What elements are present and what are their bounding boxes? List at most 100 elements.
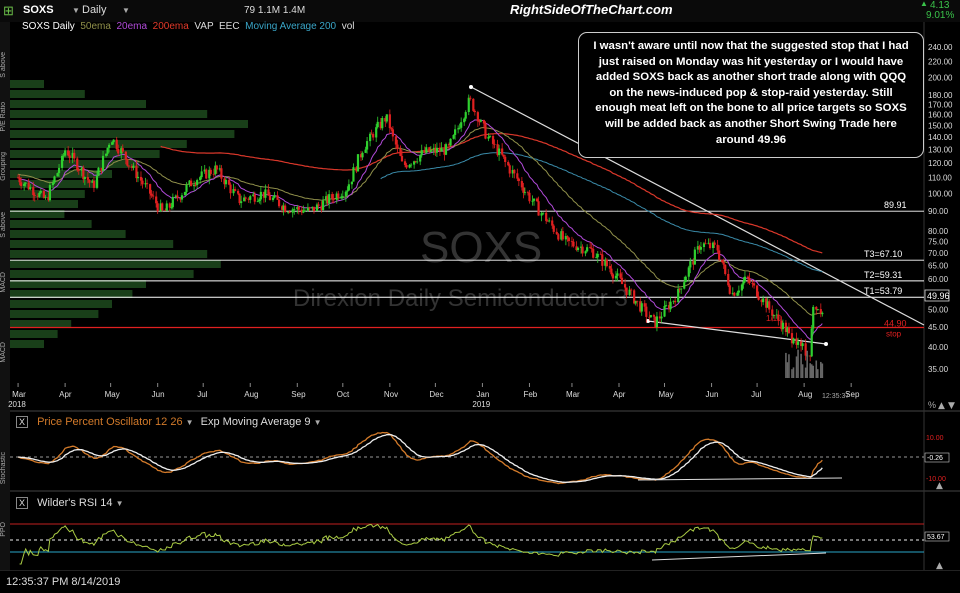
volume-bar — [800, 353, 802, 378]
candle-body — [145, 183, 149, 185]
candle-body — [546, 220, 549, 222]
candle-body — [683, 282, 686, 289]
candle-body — [488, 136, 492, 137]
candle-body — [399, 148, 402, 156]
period-label[interactable]: Daily — [82, 4, 107, 16]
legend-item[interactable]: 50ema — [80, 21, 111, 32]
rsi-trendline[interactable] — [651, 552, 827, 561]
legend-item[interactable]: 20ema — [116, 21, 148, 32]
candle-body — [564, 235, 567, 240]
chevron-down-icon[interactable]: ▼ — [185, 418, 194, 427]
chevron-down-icon[interactable]: ▼ — [313, 418, 322, 427]
trendline-handle[interactable] — [824, 342, 828, 346]
candle-body — [640, 303, 643, 312]
candle-body — [570, 241, 574, 242]
ema-title[interactable]: Exp Moving Average 9 — [200, 416, 311, 428]
symbol-label[interactable]: SOXS — [23, 4, 54, 16]
candle-body — [819, 309, 822, 315]
candle-body — [77, 170, 80, 171]
legend-item[interactable]: 200ema — [152, 21, 189, 32]
candle-body — [801, 343, 804, 347]
candle-body — [51, 182, 55, 186]
candle-body — [144, 183, 147, 185]
rsi-title[interactable]: Wilder's RSI 14 — [37, 497, 113, 509]
candle-body — [604, 259, 607, 266]
ppo-trendline[interactable] — [637, 477, 843, 481]
candle-body — [297, 207, 300, 210]
candle-body — [804, 343, 807, 356]
vap-bar — [10, 140, 187, 148]
candle-body — [652, 315, 655, 317]
close-icon[interactable]: X — [16, 416, 29, 428]
candle-body — [83, 177, 86, 180]
volume-bar — [804, 367, 807, 378]
candle-body — [346, 190, 349, 192]
candle-body — [408, 165, 411, 168]
close-icon[interactable]: X — [16, 497, 29, 509]
volume-bar — [788, 354, 790, 378]
x-tick-label: Jan — [476, 390, 489, 399]
annotation-callout: I wasn't aware until now that the sugges… — [578, 32, 924, 158]
up-arrow-icon: ▲ — [920, 0, 928, 8]
chevron-down-icon[interactable]: ▼ — [948, 401, 955, 411]
candle-body — [306, 207, 310, 211]
candle-body — [669, 301, 672, 310]
trendline-handle[interactable] — [469, 85, 473, 89]
candle-body — [713, 242, 716, 245]
trendline-resistance[interactable] — [470, 86, 925, 326]
vap-bar — [10, 270, 194, 278]
left-sidebar[interactable]: S above P/E Ratio Grouping S above MACD … — [0, 22, 10, 570]
ppo-title[interactable]: Price Percent Oscillator 12 26 — [37, 416, 183, 428]
percent-toggle[interactable]: % — [928, 400, 936, 410]
candle-body — [347, 184, 350, 191]
candle-body — [511, 169, 514, 174]
chevron-down-icon[interactable]: ▼ — [122, 6, 130, 15]
candle-body — [643, 303, 646, 307]
candle-body — [32, 187, 35, 195]
candle-body — [237, 190, 240, 194]
candle-body — [361, 152, 364, 158]
candle-body — [680, 288, 683, 290]
x-axis: Mar Apr May Jun Jul Aug Sep Oct Nov Dec Jan Feb Mar A… — [8, 383, 860, 409]
candle-body — [605, 259, 608, 267]
chevron-up-icon[interactable]: ▲ — [938, 401, 945, 411]
vap-bar — [10, 120, 248, 128]
candle-body — [545, 212, 548, 221]
x-tick-label: Jul — [197, 390, 207, 399]
ppo-value-box — [924, 452, 950, 463]
candle-body — [413, 161, 416, 165]
candle-body — [460, 122, 463, 128]
candle-body — [332, 198, 335, 200]
candle-body — [150, 193, 153, 196]
candle-body — [238, 193, 241, 204]
y-tick-label: 100.00 — [928, 189, 953, 198]
legend-item[interactable]: Moving Average 200 — [245, 21, 337, 32]
chevron-down-icon[interactable]: ▼ — [115, 499, 124, 508]
candle-body — [352, 167, 355, 182]
trendline-support[interactable] — [647, 320, 827, 345]
chevron-up-icon[interactable]: ▲ — [936, 561, 943, 571]
grid-icon[interactable]: ⊞ — [3, 3, 14, 18]
candle-body — [532, 198, 536, 201]
candle-body — [388, 114, 391, 129]
legend-item[interactable]: vol — [341, 21, 355, 32]
candle-body — [355, 167, 358, 172]
candle-body — [535, 198, 539, 202]
chevron-up-icon[interactable]: ▲ — [936, 481, 943, 491]
legend-item[interactable]: EEC — [219, 21, 240, 32]
candle-body — [126, 159, 129, 166]
candle-body — [590, 248, 593, 249]
candle-body — [328, 194, 331, 204]
legend-item[interactable]: SOXS Daily — [22, 21, 75, 32]
chevron-down-icon[interactable]: ▼ — [72, 6, 80, 15]
candle-body — [610, 268, 613, 275]
x-tick-label: Jun — [152, 390, 165, 399]
candle-body — [243, 197, 246, 202]
rsi-last-value: 53.67 — [927, 534, 945, 541]
candle-body — [168, 203, 171, 208]
legend-item[interactable]: VAP — [194, 21, 214, 32]
vap-bar — [10, 260, 221, 268]
candle-body — [611, 274, 615, 279]
candle-body — [130, 166, 133, 168]
vap-bar — [10, 200, 78, 208]
